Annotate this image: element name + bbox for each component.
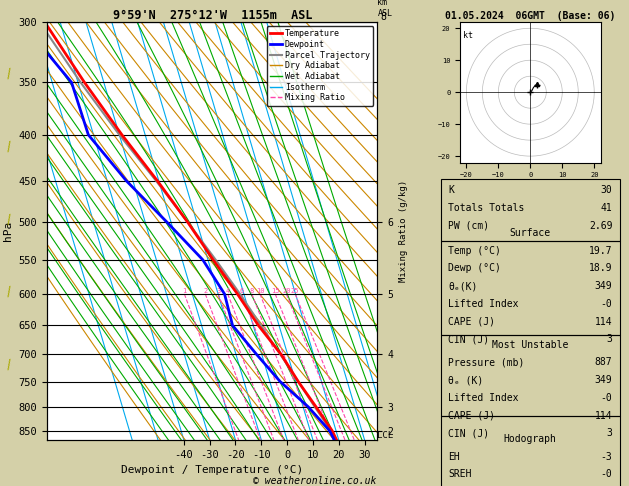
Bar (441, 335, 620, 417)
Text: Lifted Index: Lifted Index (448, 299, 519, 309)
Text: 6: 6 (240, 288, 244, 294)
Text: © weatheronline.co.uk: © weatheronline.co.uk (253, 476, 376, 486)
Text: θₑ (K): θₑ (K) (448, 375, 484, 385)
Text: /: / (3, 284, 14, 299)
Text: Lifted Index: Lifted Index (448, 393, 519, 403)
Text: K: K (448, 185, 454, 195)
Text: EH: EH (448, 451, 460, 462)
Text: 19.7: 19.7 (589, 245, 613, 256)
Text: 3: 3 (606, 429, 613, 438)
Text: CIN (J): CIN (J) (448, 334, 489, 345)
Text: Pressure (mb): Pressure (mb) (448, 357, 525, 367)
Text: 4: 4 (226, 288, 230, 294)
Bar (441, 241, 620, 335)
Text: Hodograph: Hodograph (504, 434, 557, 444)
Text: CIN (J): CIN (J) (448, 429, 489, 438)
Text: Totals Totals: Totals Totals (448, 203, 525, 213)
Text: CAPE (J): CAPE (J) (448, 316, 495, 327)
Text: /: / (3, 357, 14, 372)
Text: 25: 25 (291, 288, 299, 294)
X-axis label: Dewpoint / Temperature (°C): Dewpoint / Temperature (°C) (121, 465, 303, 475)
Text: 8: 8 (250, 288, 254, 294)
Text: 10: 10 (256, 288, 264, 294)
Text: 887: 887 (595, 357, 613, 367)
Text: 2.69: 2.69 (589, 221, 613, 231)
Text: CAPE (J): CAPE (J) (448, 411, 495, 421)
Text: 15: 15 (271, 288, 279, 294)
Text: LCL: LCL (377, 431, 394, 440)
Text: -0: -0 (601, 469, 613, 479)
Text: 2: 2 (203, 288, 208, 294)
Text: Dewp (°C): Dewp (°C) (448, 263, 501, 273)
Text: Mixing Ratio (g/kg): Mixing Ratio (g/kg) (399, 180, 408, 282)
Text: Temp (°C): Temp (°C) (448, 245, 501, 256)
Title: 01.05.2024  06GMT  (Base: 06): 01.05.2024 06GMT (Base: 06) (445, 11, 616, 21)
Text: 349: 349 (595, 281, 613, 291)
Y-axis label: hPa: hPa (3, 221, 13, 241)
Bar (441, 417, 620, 486)
Text: Surface: Surface (509, 228, 551, 238)
Bar (441, 179, 620, 241)
Legend: Temperature, Dewpoint, Parcel Trajectory, Dry Adiabat, Wet Adiabat, Isotherm, Mi: Temperature, Dewpoint, Parcel Trajectory… (267, 26, 373, 105)
Text: θₑ(K): θₑ(K) (448, 281, 477, 291)
Text: /: / (3, 139, 14, 153)
Text: kt: kt (463, 32, 473, 40)
Text: Most Unstable: Most Unstable (492, 340, 569, 349)
Text: SREH: SREH (448, 469, 472, 479)
Text: 114: 114 (595, 316, 613, 327)
Text: /: / (3, 66, 14, 80)
Text: 114: 114 (595, 411, 613, 421)
Text: 3: 3 (606, 334, 613, 345)
Text: 349: 349 (595, 375, 613, 385)
Text: 18.9: 18.9 (589, 263, 613, 273)
Text: /: / (3, 211, 14, 226)
Text: 41: 41 (601, 203, 613, 213)
Text: 20: 20 (282, 288, 291, 294)
Title: 9°59'N  275°12'W  1155m  ASL: 9°59'N 275°12'W 1155m ASL (113, 9, 312, 22)
Text: 30: 30 (601, 185, 613, 195)
Text: PW (cm): PW (cm) (448, 221, 489, 231)
Text: -0: -0 (601, 393, 613, 403)
Text: km
ASL: km ASL (377, 0, 392, 17)
Text: 8: 8 (381, 12, 387, 22)
Text: 3: 3 (216, 288, 220, 294)
Text: -0: -0 (601, 299, 613, 309)
Text: 1: 1 (182, 288, 187, 294)
Text: -3: -3 (601, 451, 613, 462)
